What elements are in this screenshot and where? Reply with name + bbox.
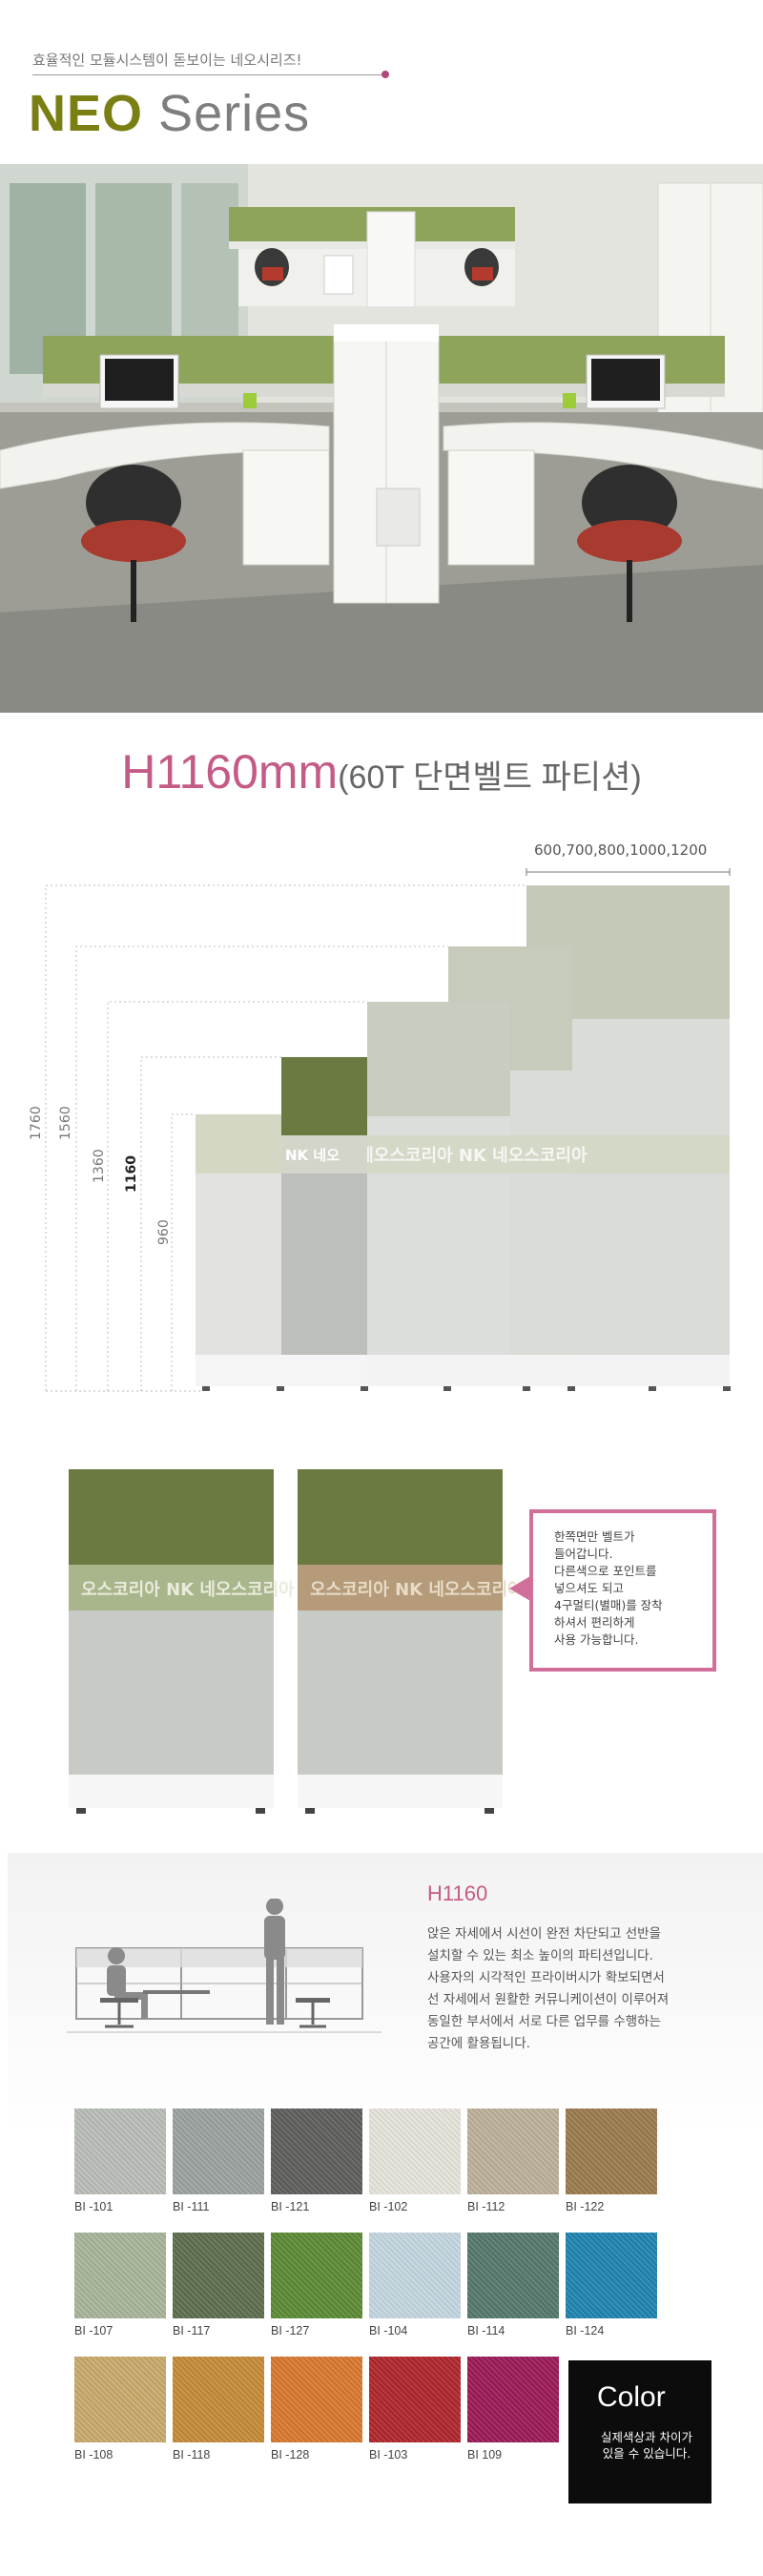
section-heading: H1160mm(60T 단면벨트 파티션) bbox=[0, 744, 763, 800]
swatch-code: BI -103 bbox=[369, 2448, 408, 2462]
swatch-code: BI -118 bbox=[173, 2448, 211, 2462]
description-line: 선 자세에서 원활한 커뮤니케이션이 이루어져 bbox=[427, 1992, 670, 2007]
swatch-code: BI -127 bbox=[271, 2324, 310, 2337]
callout-line: 들어갑니다. bbox=[554, 1547, 613, 1561]
fabric-swatch bbox=[369, 2233, 461, 2318]
swatch-code: BI -124 bbox=[566, 2324, 605, 2337]
color-box-note: 실제색상과 차이가 있을 수 있습니다. bbox=[601, 2430, 692, 2461]
swatch-code: BI -112 bbox=[467, 2200, 505, 2213]
svg-text:NK 네오스코리아 NK 네오스코리아: NK 네오스코리아 NK 네오스코리아 bbox=[324, 1146, 588, 1166]
callout-pointer bbox=[509, 1576, 530, 1601]
callout-line: 한쪽면만 벨트가 bbox=[554, 1529, 635, 1544]
callout-line: 다른색으로 포인트를 bbox=[554, 1564, 657, 1578]
panel-point-belt: 오스코리아 NK 네오스코리아 bbox=[298, 1469, 515, 1814]
fabric-swatch bbox=[173, 2357, 264, 2442]
description-line: 설치할 수 있는 최소 높이의 파티션입니다. bbox=[427, 1948, 653, 1963]
swatch-code: BI -122 bbox=[566, 2200, 605, 2213]
swatch-code: BI -104 bbox=[369, 2324, 408, 2337]
color-note-box: Color 실제색상과 차이가 있을 수 있습니다. bbox=[568, 2360, 711, 2503]
callout-line: 4구멀티(별매)를 장착 bbox=[554, 1598, 663, 1612]
belt-callout: 한쪽면만 벨트가 들어갑니다. 다른색으로 포인트를 넣으셔도 되고 4구멀티(… bbox=[529, 1509, 716, 1672]
panel-960 bbox=[196, 1114, 281, 1386]
callout-line: 사용 가능합니다. bbox=[554, 1632, 639, 1647]
panel-1160: NK 네오 bbox=[281, 1057, 367, 1386]
fabric-swatch bbox=[369, 2109, 461, 2194]
fabric-swatch bbox=[566, 2233, 657, 2318]
description-line: 동일한 부서에서 서로 다른 업무를 수행하는 bbox=[427, 2014, 662, 2029]
callout-line: 넣으셔도 되고 bbox=[554, 1581, 624, 1595]
height-diagram: NK 네오스코리아 NK 네오스코리아 NK 네오 bbox=[45, 868, 731, 1392]
description-title: H1160 bbox=[427, 1881, 488, 1905]
fabric-swatch bbox=[74, 2109, 166, 2194]
description-text: 앉은 자세에서 시선이 완전 차단되고 선반을 설치할 수 있는 최소 높이의 … bbox=[427, 1923, 742, 2055]
swatch-code: BI -117 bbox=[173, 2324, 211, 2337]
fabric-swatch bbox=[467, 2233, 559, 2318]
fabric-swatch bbox=[467, 2109, 559, 2194]
fabric-swatch bbox=[173, 2233, 264, 2318]
tagline-underline bbox=[32, 74, 385, 75]
callout-line: 하셔서 편리하게 bbox=[554, 1615, 635, 1630]
swatch-code: BI -108 bbox=[74, 2448, 113, 2462]
fabric-swatch bbox=[271, 2357, 362, 2442]
fabric-swatch bbox=[271, 2233, 362, 2318]
title-neo: NEO bbox=[29, 85, 144, 142]
swatch-code: BI -128 bbox=[271, 2448, 310, 2462]
hero-office-photo bbox=[0, 164, 763, 713]
svg-text:NK 네오: NK 네오 bbox=[285, 1147, 340, 1164]
tagline-dot bbox=[382, 71, 389, 78]
color-box-title: Color bbox=[597, 2381, 666, 2413]
office-illustration bbox=[0, 164, 763, 713]
swatch-code: BI 109 bbox=[467, 2448, 503, 2462]
title-series: Series bbox=[158, 85, 311, 142]
swatch-code: BI -114 bbox=[467, 2324, 505, 2337]
description-line: 앉은 자세에서 시선이 완전 차단되고 선반을 bbox=[427, 1926, 662, 1942]
swatch-code: BI -102 bbox=[369, 2200, 408, 2213]
fabric-swatch bbox=[369, 2357, 461, 2442]
heading-sub: (60T 단면벨트 파티션) bbox=[338, 759, 642, 796]
swatch-code: BI -107 bbox=[74, 2324, 113, 2337]
panel-single-belt: 오스코리아 NK 네오스코리아 bbox=[69, 1469, 295, 1814]
svg-text:오스코리아 NK 네오스코리아: 오스코리아 NK 네오스코리아 bbox=[310, 1580, 515, 1600]
fabric-swatch bbox=[74, 2357, 166, 2442]
svg-text:오스코리아 NK 네오스코리아: 오스코리아 NK 네오스코리아 bbox=[81, 1580, 295, 1600]
description-line: 사용자의 시각적인 프라이버시가 확보되면서 bbox=[427, 1970, 665, 1985]
fabric-swatch bbox=[566, 2109, 657, 2194]
swatch-code: BI -121 bbox=[271, 2200, 310, 2213]
people-scale-illustration bbox=[67, 1899, 382, 2033]
swatch-code: BI -111 bbox=[173, 2200, 210, 2213]
fabric-swatch bbox=[74, 2233, 166, 2318]
heading-main: H1160mm bbox=[121, 745, 339, 799]
fabric-swatch bbox=[467, 2357, 559, 2442]
panel-1360 bbox=[367, 1002, 510, 1386]
description-line: 공간에 활용됩니다. bbox=[427, 2036, 530, 2051]
tagline: 효율적인 모듈시스템이 돋보이는 네오시리즈! bbox=[32, 52, 302, 69]
fabric-swatch bbox=[173, 2109, 264, 2194]
page-title: NEO Series bbox=[29, 84, 310, 143]
swatch-code: BI -101 bbox=[74, 2200, 113, 2213]
width-options-label: 600,700,800,1000,1200 bbox=[534, 841, 708, 859]
belt-comparison: 오스코리아 NK 네오스코리아 오스코리아 NK 네오스코리아 bbox=[69, 1469, 515, 1814]
fabric-swatch bbox=[271, 2109, 362, 2194]
